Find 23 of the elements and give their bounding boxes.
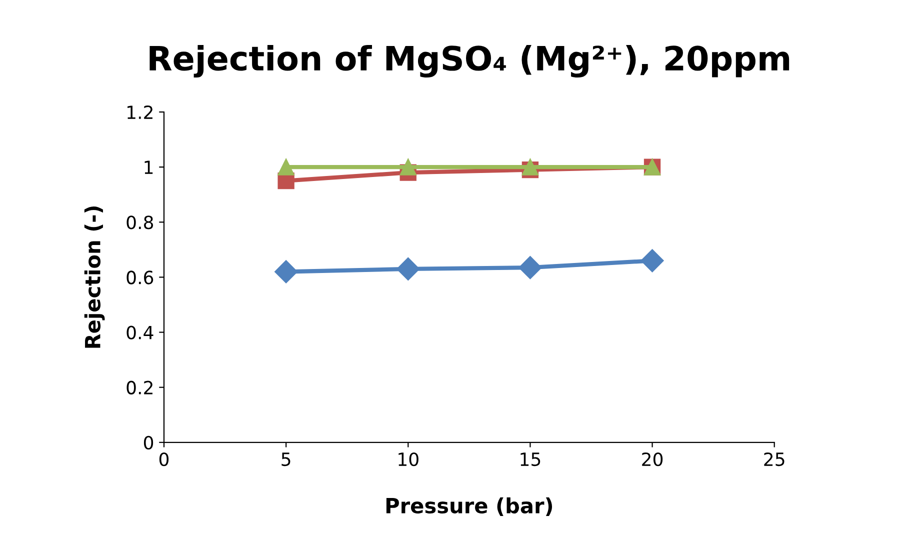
x-tick-label: 5: [282, 452, 290, 466]
y-tick-label: 0: [144, 436, 154, 450]
x-tick-label: 20: [642, 452, 663, 466]
point: [400, 158, 416, 176]
point: [274, 260, 298, 284]
point: [396, 257, 420, 280]
chart-title: Rejection of MgSO₄ (Mg²⁺), 20ppm: [150, 45, 790, 78]
x-tick-label: 0: [159, 452, 169, 466]
y-tick-label: 1: [144, 160, 153, 174]
x-tick-label: 15: [520, 452, 540, 466]
x-tick-label: 10: [398, 452, 418, 466]
y-tick-label: 0.8: [126, 216, 154, 230]
x-tick-label: 25: [764, 452, 784, 466]
y-tick-label: 0.4: [126, 326, 154, 340]
y-tick-label: 0.2: [126, 380, 152, 394]
y-axis-title: Rejection (-): [84, 206, 105, 348]
x-axis-title: Pressure (bar): [386, 497, 552, 516]
point: [522, 158, 539, 176]
y-tick-label: 1.2: [128, 105, 152, 119]
point: [518, 256, 542, 280]
y-tick-label: 0.6: [126, 270, 154, 284]
point: [278, 158, 294, 176]
point: [640, 249, 664, 272]
